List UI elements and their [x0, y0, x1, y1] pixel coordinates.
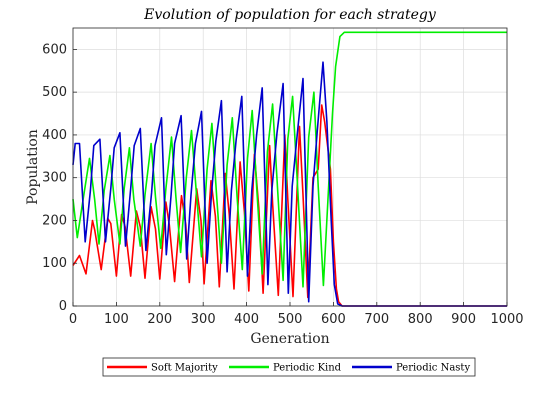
x-tick-label: 300	[191, 312, 216, 327]
legend-label-periodic-nasty: Periodic Nasty	[396, 363, 470, 374]
legend: Soft Majority Periodic Kind Periodic Nasty	[102, 357, 476, 377]
chart-title: Evolution of population for each strateg…	[143, 7, 437, 23]
y-tick-label: 0	[59, 299, 67, 314]
y-tick-label: 300	[42, 171, 67, 186]
x-tick-label: 500	[278, 312, 303, 327]
legend-label-periodic-kind: Periodic Kind	[273, 363, 342, 374]
y-tick-label: 100	[42, 256, 67, 271]
x-tick-label: 1000	[490, 312, 523, 327]
x-tick-label: 200	[147, 312, 172, 327]
x-tick-label: 400	[234, 312, 259, 327]
axis-ticks: 0 100 200 300 400 500 600 700 800 900 1000 0 100 200 3…	[42, 42, 523, 327]
series-lines	[72, 31, 507, 307]
y-axis-label: Population	[25, 129, 41, 205]
x-tick-label: 800	[408, 312, 433, 327]
y-tick-label: 400	[42, 128, 67, 143]
series-line-periodic-nasty	[72, 61, 507, 307]
x-axis-label: Generation	[250, 331, 329, 347]
x-tick-label: 900	[451, 312, 476, 327]
y-tick-label: 500	[42, 85, 67, 100]
x-tick-label: 600	[321, 312, 346, 327]
x-tick-label: 0	[69, 312, 77, 327]
x-tick-label: 100	[104, 312, 129, 327]
y-tick-label: 600	[42, 42, 67, 57]
y-tick-label: 200	[42, 213, 67, 228]
x-tick-label: 700	[364, 312, 389, 327]
legend-box	[102, 357, 476, 377]
legend-label-soft-majority: Soft Majority	[151, 363, 218, 374]
